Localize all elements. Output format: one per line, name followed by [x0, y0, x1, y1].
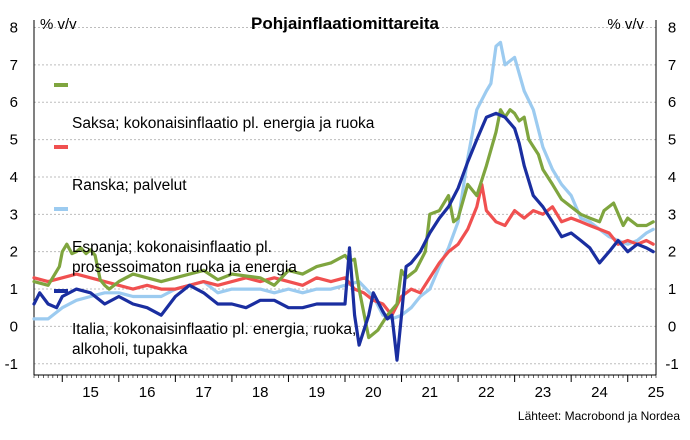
- legend-label-italia: Italia, kokonaisinflaatio pl. energia, r…: [72, 321, 356, 358]
- y-tick-label-right: 3: [668, 206, 676, 223]
- legend-swatch-italia: [54, 289, 68, 293]
- left-axis-unit: % v/v: [40, 16, 77, 33]
- y-tick-label-left: 2: [10, 244, 18, 261]
- y-tick-label-left: 7: [10, 57, 18, 74]
- legend-swatch-espanja: [54, 207, 68, 211]
- right-axis-unit: % v/v: [607, 16, 644, 33]
- legend-item-ranska: Ranska; palvelut: [54, 136, 374, 196]
- x-tick-label: 20: [365, 384, 382, 401]
- x-tick-label: 18: [252, 384, 269, 401]
- y-tick-label-right: 7: [668, 57, 676, 74]
- y-tick-label-right: 6: [668, 94, 676, 111]
- y-tick-label-left: 5: [10, 132, 18, 149]
- legend-item-italia: Italia, kokonaisinflaatio pl. energia, r…: [54, 280, 374, 360]
- x-tick-label: 25: [648, 384, 665, 401]
- y-tick-label-right: 0: [668, 318, 676, 335]
- x-tick-label: 16: [139, 384, 156, 401]
- y-tick-label-left: 0: [10, 318, 18, 335]
- x-tick-label: 17: [195, 384, 212, 401]
- y-tick-label-left: 4: [10, 169, 18, 186]
- chart-title: Pohjainflaatiomittareita: [0, 14, 690, 34]
- legend-label-espanja: Espanja; kokonaisinflaatio pl. prosessoi…: [72, 239, 297, 276]
- y-tick-label-right: 1: [668, 281, 676, 298]
- y-tick-label-left: 6: [10, 94, 18, 111]
- y-tick-label-right: 2: [668, 244, 676, 261]
- legend-label-saksa: Saksa; kokonaisinflaatio pl. energia ja …: [72, 115, 374, 132]
- y-tick-label-right: 5: [668, 132, 676, 149]
- y-tick-label-right: 4: [668, 169, 676, 186]
- y-tick-label-right: -1: [665, 356, 678, 373]
- x-tick-label: 22: [478, 384, 495, 401]
- x-tick-label: 19: [308, 384, 325, 401]
- legend-label-ranska: Ranska; palvelut: [72, 177, 187, 194]
- y-tick-label-left: -1: [5, 356, 18, 373]
- y-tick-label-left: 3: [10, 206, 18, 223]
- x-tick-label: 24: [591, 384, 608, 401]
- legend-swatch-ranska: [54, 145, 68, 149]
- legend-item-espanja: Espanja; kokonaisinflaatio pl. prosessoi…: [54, 198, 374, 278]
- legend-swatch-saksa: [54, 83, 68, 87]
- chart-legend: Saksa; kokonaisinflaatio pl. energia ja …: [54, 74, 374, 362]
- x-tick-label: 23: [535, 384, 552, 401]
- x-tick-label: 21: [421, 384, 438, 401]
- x-tick-label: 15: [82, 384, 99, 401]
- y-tick-label-left: 1: [10, 281, 18, 298]
- legend-item-saksa: Saksa; kokonaisinflaatio pl. energia ja …: [54, 74, 374, 134]
- source-note: Lähteet: Macrobond ja Nordea: [518, 409, 680, 423]
